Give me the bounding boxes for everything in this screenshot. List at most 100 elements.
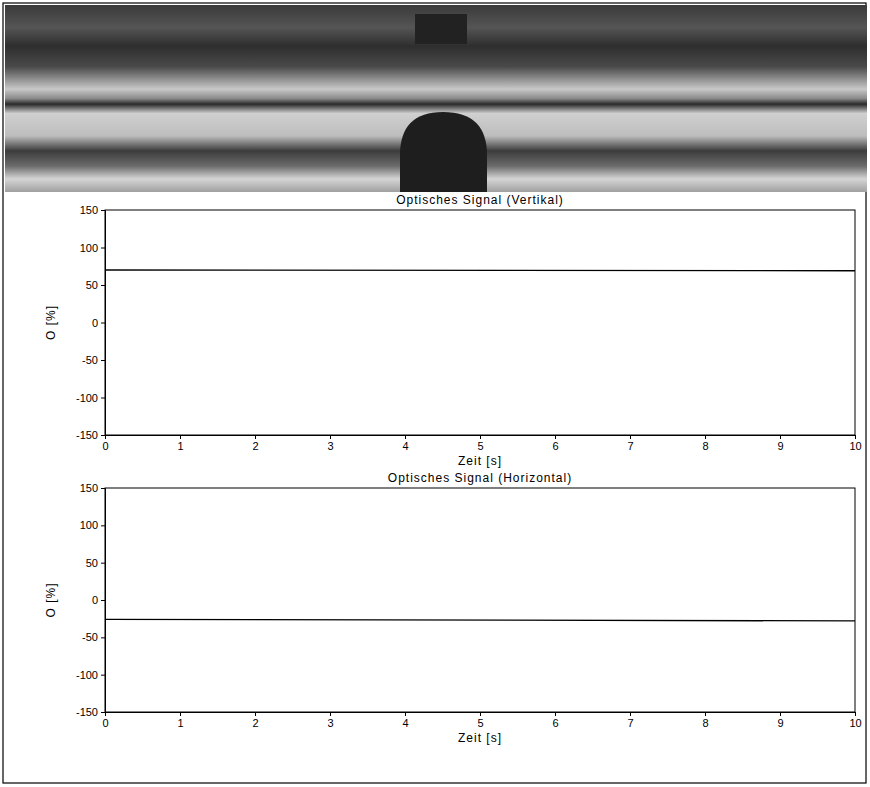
x-tick: 9 bbox=[777, 712, 783, 729]
y-tick-mark bbox=[101, 600, 105, 601]
y-tick-label: -50 bbox=[82, 354, 98, 366]
x-tick-label: 9 bbox=[777, 717, 783, 729]
y-tick-label: -100 bbox=[76, 392, 98, 404]
y-axis-title: O [%] bbox=[44, 305, 58, 340]
x-tick-mark bbox=[555, 435, 556, 439]
x-tick-mark bbox=[480, 435, 481, 439]
y-tick: 50 bbox=[86, 279, 105, 291]
x-tick-mark bbox=[555, 712, 556, 716]
x-tick: 5 bbox=[477, 435, 483, 452]
x-tick: 7 bbox=[627, 435, 633, 452]
y-tick: 0 bbox=[92, 317, 105, 329]
y-tick: -100 bbox=[76, 669, 105, 681]
x-tick-mark bbox=[180, 712, 181, 716]
x-tick-mark bbox=[255, 435, 256, 439]
y-tick: 150 bbox=[80, 482, 105, 494]
y-axis-line bbox=[101, 211, 106, 436]
x-axis: 0 1 2 3 4 5 6 7 8 9 10 bbox=[102, 712, 861, 729]
photo-object bbox=[415, 14, 467, 44]
x-tick-mark bbox=[405, 712, 406, 716]
x-tick: 5 bbox=[477, 712, 483, 729]
x-tick-label: 8 bbox=[702, 440, 708, 452]
x-tick-label: 6 bbox=[552, 717, 558, 729]
x-tick: 9 bbox=[777, 435, 783, 452]
x-tick: 2 bbox=[252, 435, 258, 452]
x-tick: 0 bbox=[102, 435, 108, 452]
y-tick-mark bbox=[101, 210, 105, 211]
plot-area bbox=[105, 270, 855, 272]
x-tick: 10 bbox=[849, 435, 861, 452]
x-tick-label: 3 bbox=[327, 717, 333, 729]
chart-panel: 012345678910-150-100-50050100150Optische… bbox=[44, 193, 862, 468]
x-tick-mark bbox=[705, 712, 706, 716]
y-tick-mark bbox=[101, 323, 105, 324]
x-tick: 6 bbox=[552, 712, 558, 729]
figure: 012345678910-150-100-50050100150Optische… bbox=[0, 0, 870, 787]
photo-background bbox=[5, 5, 867, 192]
x-tick-mark bbox=[480, 712, 481, 716]
y-tick-mark bbox=[101, 488, 105, 489]
plot-frame bbox=[105, 488, 855, 712]
y-tick-mark bbox=[101, 435, 105, 436]
y-axis: -150 -100 -50 0 50 100 150 bbox=[76, 482, 106, 718]
x-tick-mark bbox=[180, 435, 181, 439]
x-tick: 8 bbox=[702, 712, 708, 729]
x-tick-mark bbox=[330, 435, 331, 439]
x-tick-label: 5 bbox=[477, 440, 483, 452]
x-tick-mark bbox=[780, 712, 781, 716]
x-tick: 4 bbox=[402, 435, 408, 452]
x-tick: 6 bbox=[552, 435, 558, 452]
x-tick-label: 4 bbox=[402, 717, 408, 729]
x-tick-mark bbox=[630, 712, 631, 716]
y-tick: 50 bbox=[86, 557, 105, 569]
x-tick-label: 10 bbox=[849, 717, 861, 729]
x-tick-label: 10 bbox=[849, 440, 861, 452]
x-axis-line bbox=[106, 713, 856, 717]
y-tick: 100 bbox=[80, 519, 105, 531]
y-tick: -150 bbox=[76, 429, 105, 441]
x-tick-label: 4 bbox=[402, 440, 408, 452]
signal-line bbox=[105, 269, 855, 271]
x-tick-mark bbox=[405, 435, 406, 439]
x-tick-label: 1 bbox=[177, 717, 183, 729]
y-tick: -50 bbox=[82, 631, 105, 643]
y-tick-label: 100 bbox=[80, 519, 98, 531]
x-tick: 7 bbox=[627, 712, 633, 729]
x-tick: 10 bbox=[849, 712, 861, 729]
x-tick-label: 5 bbox=[477, 717, 483, 729]
y-tick-mark bbox=[101, 360, 105, 361]
x-tick-label: 3 bbox=[327, 440, 333, 452]
chart-panel: 012345678910-150-100-50050100150Optische… bbox=[44, 471, 862, 745]
x-tick-mark bbox=[630, 435, 631, 439]
x-tick-label: 2 bbox=[252, 717, 258, 729]
x-tick: 0 bbox=[102, 712, 108, 729]
y-tick-mark bbox=[101, 675, 105, 676]
y-tick-mark bbox=[101, 398, 105, 399]
y-tick-mark bbox=[101, 285, 105, 286]
y-tick-mark bbox=[101, 248, 105, 249]
x-tick-label: 2 bbox=[252, 440, 258, 452]
photo-bubble bbox=[400, 112, 487, 192]
y-tick-mark bbox=[101, 712, 105, 713]
y-axis-line bbox=[101, 489, 106, 713]
x-tick-mark bbox=[780, 435, 781, 439]
y-tick-label: -150 bbox=[76, 706, 98, 718]
x-tick-label: 0 bbox=[102, 717, 108, 729]
y-tick-label: 150 bbox=[80, 204, 98, 216]
y-tick-label: -100 bbox=[76, 669, 98, 681]
x-tick-label: 8 bbox=[702, 717, 708, 729]
plot-area bbox=[105, 619, 855, 620]
y-tick-label: 0 bbox=[92, 594, 98, 606]
y-tick-mark bbox=[101, 637, 105, 638]
x-tick-mark bbox=[855, 712, 856, 716]
y-tick: -150 bbox=[76, 706, 105, 718]
x-tick-label: 9 bbox=[777, 440, 783, 452]
x-tick: 1 bbox=[177, 712, 183, 729]
y-tick: 0 bbox=[92, 594, 105, 606]
x-tick: 3 bbox=[327, 712, 333, 729]
x-tick: 3 bbox=[327, 435, 333, 452]
x-tick: 1 bbox=[177, 435, 183, 452]
y-axis-title: O [%] bbox=[44, 582, 58, 617]
x-tick-label: 7 bbox=[627, 440, 633, 452]
signal-line bbox=[105, 619, 855, 620]
